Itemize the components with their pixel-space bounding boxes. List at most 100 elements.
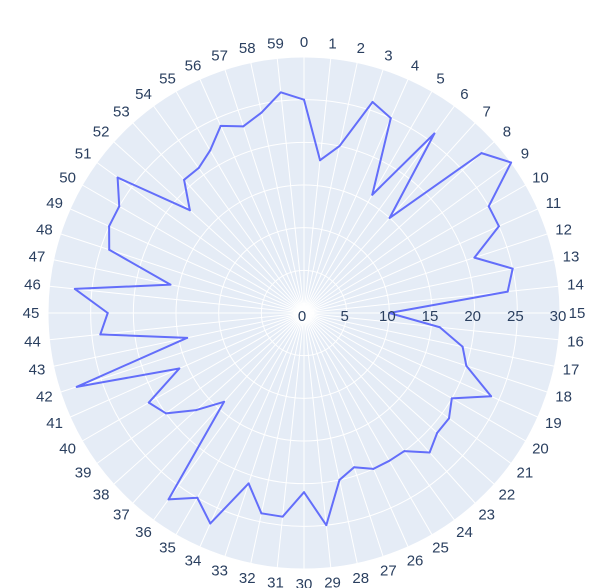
data-point-53 (183, 178, 186, 181)
angular-tick-label: 11 (546, 195, 562, 212)
angular-gridline (303, 312, 495, 485)
angular-tick-label: 55 (159, 70, 176, 87)
angular-tick-label: 37 (113, 506, 130, 523)
data-point-7 (388, 216, 391, 219)
angular-tick-label: 7 (482, 104, 490, 121)
angular-gridline (113, 141, 305, 314)
data-point-41 (178, 367, 181, 370)
data-point-42 (75, 385, 78, 388)
data-point-50 (118, 205, 121, 208)
data-point-30 (303, 491, 305, 494)
data-point-54 (197, 167, 200, 170)
angular-tick-label: 10 (532, 170, 549, 187)
angular-tick-label: 27 (380, 563, 397, 580)
data-point-40 (147, 401, 150, 404)
angular-gridline (96, 312, 305, 464)
data-point-27 (353, 466, 356, 469)
angular-tick-label: 6 (460, 86, 468, 103)
angular-tick-label: 40 (59, 441, 76, 458)
angular-gridline (175, 91, 305, 314)
angular-gridline (276, 312, 305, 568)
angular-tick-label: 47 (29, 249, 46, 266)
angular-gridline (113, 312, 305, 485)
data-point-33 (247, 482, 250, 485)
data-point-4 (389, 117, 392, 120)
data-point-36 (167, 498, 170, 501)
angular-tick-label: 53 (113, 104, 130, 121)
angular-gridline (250, 62, 305, 314)
angular-gridline (303, 141, 495, 314)
angular-gridline (303, 105, 455, 314)
angular-gridline (303, 312, 433, 535)
angular-tick-label: 16 (567, 333, 584, 350)
data-point-0 (303, 98, 305, 101)
data-point-28 (338, 478, 341, 481)
angular-tick-label: 34 (185, 553, 202, 570)
angular-tick-label: 43 (29, 361, 46, 378)
angular-gridline (60, 312, 305, 393)
angular-gridline (303, 162, 512, 314)
data-point-9 (510, 161, 513, 164)
angular-tick-label: 48 (36, 221, 53, 238)
angular-tick-label: 24 (456, 524, 473, 541)
angular-tick-label: 29 (324, 575, 341, 588)
angular-tick-label: 12 (555, 221, 572, 238)
data-point-51 (116, 176, 119, 179)
angular-grid (48, 57, 560, 569)
angular-tick-label: 38 (93, 486, 110, 503)
data-point-26 (372, 467, 375, 470)
angular-tick-label: 25 (432, 540, 449, 557)
angular-gridline (96, 162, 305, 314)
data-point-34 (209, 522, 212, 525)
angular-tick-label: 5 (436, 70, 444, 87)
data-point-48 (108, 248, 111, 251)
angular-gridline (303, 312, 548, 393)
angular-gridline (276, 58, 305, 314)
radial-tick-label: 10 (379, 308, 396, 325)
radial-tick-label: 5 (340, 308, 348, 325)
data-point-49 (108, 225, 111, 228)
angular-tick-label: 18 (555, 389, 572, 406)
data-point-8 (480, 152, 483, 155)
radial-tick-label: 20 (464, 308, 481, 325)
angular-tick-label: 22 (499, 486, 516, 503)
data-point-47 (169, 283, 172, 286)
data-point-46 (73, 287, 76, 290)
data-point-25 (388, 459, 391, 462)
data-point-37 (223, 400, 226, 403)
angular-tick-label: 26 (407, 553, 424, 570)
angular-tick-label: 13 (563, 249, 580, 266)
angular-tick-label: 59 (267, 35, 284, 52)
angular-tick-label: 0 (300, 34, 308, 51)
angular-gridline (153, 312, 305, 521)
angular-tick-label: 28 (352, 570, 369, 587)
angular-tick-label: 36 (135, 524, 152, 541)
angular-tick-label: 8 (503, 124, 511, 141)
angular-tick-label: 15 (569, 305, 586, 322)
angular-gridline (132, 122, 305, 314)
data-point-24 (403, 450, 406, 453)
data-point-31 (281, 515, 284, 518)
angular-tick-label: 42 (36, 389, 53, 406)
angular-gridline (303, 312, 455, 521)
angular-gridline (303, 312, 358, 564)
angular-tick-label: 54 (135, 86, 152, 103)
angular-gridline (303, 312, 384, 557)
data-point-12 (473, 256, 476, 259)
angular-tick-label: 35 (159, 540, 176, 557)
angular-gridline (132, 312, 305, 504)
angular-gridline (303, 62, 358, 314)
angular-gridline (199, 312, 305, 548)
angular-tick-label: 4 (411, 57, 419, 74)
data-point-2 (338, 145, 341, 148)
data-point-39 (164, 412, 167, 415)
data-point-13 (511, 267, 514, 270)
data-point-58 (260, 111, 263, 114)
angular-gridline (60, 233, 305, 314)
angular-tick-label: 9 (521, 146, 529, 163)
angular-tick-label: 41 (46, 415, 63, 432)
angular-tick-label: 30 (296, 576, 313, 588)
data-point-1 (319, 159, 322, 162)
angular-gridline (303, 312, 409, 548)
